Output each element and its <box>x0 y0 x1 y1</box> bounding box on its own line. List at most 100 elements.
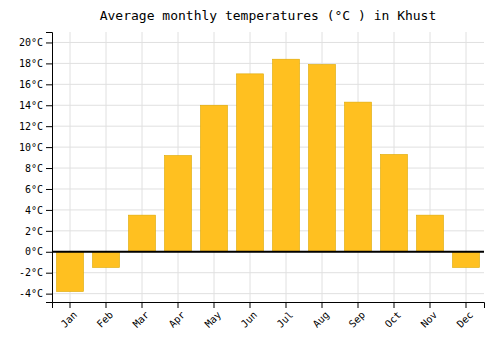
bar <box>129 215 156 252</box>
y-tick: -4°C <box>19 288 52 299</box>
x-tick: Aug <box>311 302 332 330</box>
bar <box>453 252 480 268</box>
y-tick-mark <box>46 147 52 148</box>
y-axis-line <box>46 33 53 303</box>
x-tick-mark <box>142 302 143 308</box>
x-grid-line <box>142 32 143 302</box>
y-tick-label: 16°C <box>19 79 43 90</box>
y-axis: -4°C-2°C0°C2°C4°C6°C8°C10°C12°C14°C16°C1… <box>19 33 53 303</box>
bar <box>237 74 264 252</box>
x-tick: Oct <box>383 302 404 330</box>
y-tick-mark <box>46 252 52 253</box>
y-grid-line <box>52 188 484 189</box>
y-tick-label: -2°C <box>19 267 43 278</box>
title: Average monthly temperatures (°C ) in Kh… <box>100 8 437 23</box>
x-tick-mark <box>286 302 287 308</box>
y-grid-line <box>52 147 484 148</box>
y-grid-line <box>52 126 484 127</box>
x-tick-mark <box>178 302 179 308</box>
y-grid-line <box>52 293 484 294</box>
bar <box>201 105 228 252</box>
bars <box>52 59 484 291</box>
y-tick-label: -4°C <box>19 288 43 299</box>
x-tick-mark <box>394 302 395 308</box>
y-grid-line <box>52 251 484 252</box>
x-axis: Jan Feb Mar Apr May Jun Jul Aug Sep Oct Nov Dec <box>53 302 485 330</box>
x-tick: Apr <box>167 302 188 330</box>
y-tick: 2°C <box>25 226 52 237</box>
x-tick-label: Jun <box>239 309 260 330</box>
y-tick-mark <box>46 42 52 43</box>
y-tick-mark <box>46 210 52 211</box>
x-tick-label: Nov <box>419 309 440 330</box>
y-tick: -2°C <box>19 267 52 278</box>
y-grid-line <box>52 209 484 210</box>
y-tick-label: 8°C <box>25 163 43 174</box>
bar <box>417 215 444 252</box>
x-tick: May <box>203 302 224 330</box>
x-tick: Sep <box>347 302 368 330</box>
y-tick-mark <box>46 231 52 232</box>
y-tick-label: 2°C <box>25 226 43 237</box>
bar <box>345 102 372 252</box>
y-tick-mark <box>46 84 52 85</box>
y-tick-mark <box>46 273 52 274</box>
x-grid-line <box>430 32 431 302</box>
y-grid-line <box>52 84 484 85</box>
x-tick-label: Feb <box>95 309 116 330</box>
y-grid-line <box>52 42 484 43</box>
y-tick: 14°C <box>19 100 52 111</box>
y-tick-mark <box>46 105 52 106</box>
x-tick-mark <box>430 302 431 308</box>
plot: -4°C-2°C0°C2°C4°C6°C8°C10°C12°C14°C16°C1… <box>19 32 485 330</box>
chart: -4°C-2°C0°C2°C4°C6°C8°C10°C12°C14°C16°C1… <box>0 0 500 350</box>
x-tick-label: Jan <box>59 309 80 330</box>
zero-line <box>52 251 484 253</box>
x-tick-mark <box>70 302 71 308</box>
x-tick-mark <box>250 302 251 308</box>
y-tick: 18°C <box>19 58 52 69</box>
x-axis-line <box>53 303 485 309</box>
x-tick-label: Aug <box>311 309 332 330</box>
bar <box>165 155 192 251</box>
x-tick: Mar <box>131 302 152 330</box>
y-tick-mark <box>46 168 52 169</box>
x-tick-mark <box>358 302 359 308</box>
y-tick: 6°C <box>25 184 52 195</box>
y-tick-label: 6°C <box>25 184 43 195</box>
bar <box>309 64 336 251</box>
y-tick-label: 4°C <box>25 205 43 216</box>
x-tick-label: May <box>203 309 224 330</box>
y-tick: 4°C <box>25 205 52 216</box>
bar <box>57 252 84 292</box>
y-grid-line <box>52 105 484 106</box>
x-tick-label: Sep <box>347 309 368 330</box>
bar <box>93 252 120 268</box>
x-tick-label: Jul <box>275 309 296 330</box>
y-tick-mark <box>46 189 52 190</box>
y-grid-line <box>52 272 484 273</box>
y-tick-label: 12°C <box>19 121 43 132</box>
x-tick-label: Dec <box>455 309 476 330</box>
y-tick-label: 20°C <box>19 37 43 48</box>
y-tick: 12°C <box>19 121 52 132</box>
bar <box>273 59 300 252</box>
y-tick-label: 0°C <box>25 246 43 257</box>
x-tick: Jan <box>59 302 80 330</box>
y-tick: 0°C <box>25 246 52 257</box>
x-tick: Jul <box>275 302 296 330</box>
x-tick-label: Mar <box>131 309 152 330</box>
bar <box>381 154 408 251</box>
x-tick-label: Apr <box>167 309 188 330</box>
y-tick-mark <box>46 63 52 64</box>
x-tick-mark <box>466 302 467 308</box>
y-tick-label: 18°C <box>19 58 43 69</box>
x-tick-mark <box>214 302 215 308</box>
y-grid-line <box>52 63 484 64</box>
x-tick-mark <box>106 302 107 308</box>
y-tick-label: 14°C <box>19 100 43 111</box>
grid <box>52 32 484 302</box>
x-tick-mark <box>322 302 323 308</box>
y-tick: 16°C <box>19 79 52 90</box>
y-tick-mark <box>46 126 52 127</box>
